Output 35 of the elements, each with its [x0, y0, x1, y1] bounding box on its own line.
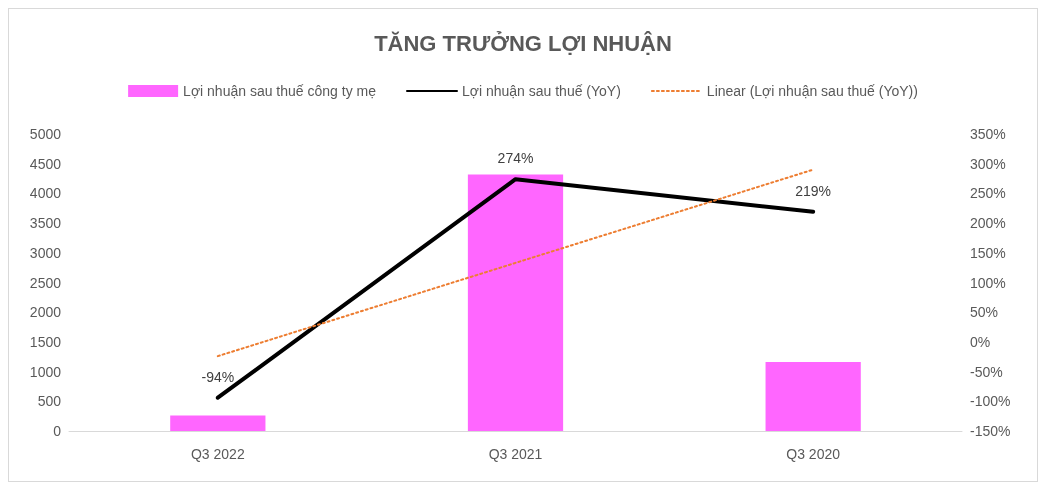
y-tick-label: 500 [37, 393, 62, 410]
legend-label: Lợi nhuận sau thuế công ty mẹ [183, 83, 377, 99]
y2-tick-label: 350% [970, 126, 1006, 142]
data-label: 274% [497, 150, 534, 167]
y2-tick-label: -50% [970, 363, 1003, 380]
y2-tick-label: 300% [970, 155, 1006, 172]
x-tick-label: Q3 2021 [488, 446, 543, 462]
y2-tick-label: -150% [970, 423, 1011, 439]
y-tick-label: 4000 [29, 185, 62, 202]
x-tick-label: Q3 2020 [786, 446, 841, 462]
legend-label: Linear (Lợi nhuận sau thuế (YoY)) [706, 83, 918, 99]
data-label: 219% [795, 182, 832, 199]
y-tick-label: 3000 [29, 244, 62, 261]
data-label: -94% [201, 368, 235, 385]
y2-tick-label: 200% [970, 215, 1006, 232]
legend-label: Lợi nhuận sau thuế (YoY) [461, 83, 621, 99]
y-tick-label: 1500 [29, 333, 62, 350]
chart-title: TĂNG TRƯỞNG LỢI NHUẬN [374, 30, 672, 56]
y-tick-label: 2000 [29, 304, 62, 321]
bar [467, 174, 564, 431]
y-tick-label: 5000 [29, 126, 62, 142]
y2-tick-label: 0% [970, 333, 991, 350]
y2-tick-label: 100% [970, 274, 1006, 291]
bar [765, 362, 861, 431]
y-tick-label: 2500 [29, 274, 62, 291]
y2-tick-label: 250% [970, 185, 1006, 202]
y-tick-label: 0 [53, 423, 62, 439]
y-tick-label: 4500 [29, 155, 62, 172]
y-tick-label: 3500 [29, 215, 62, 232]
y2-tick-label: 150% [970, 244, 1006, 261]
bar [170, 415, 266, 431]
y2-tick-label: 50% [970, 304, 999, 321]
x-tick-label: Q3 2022 [190, 446, 245, 462]
y2-tick-label: -100% [970, 393, 1011, 410]
y-tick-label: 1000 [29, 363, 62, 380]
